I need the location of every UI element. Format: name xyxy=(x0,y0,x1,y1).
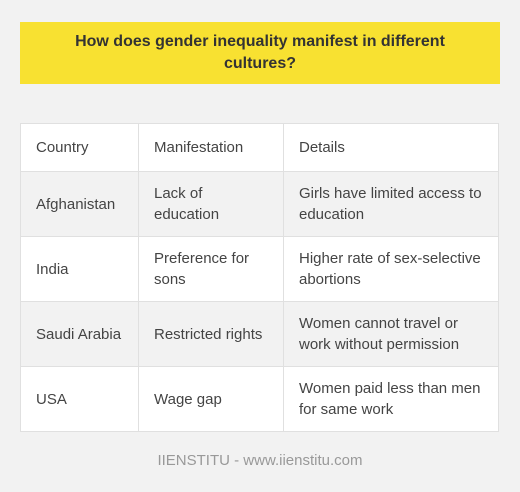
footer-credit: IIENSTITU - www.iienstitu.com xyxy=(157,452,363,469)
cell-details: Women paid less than men for same work xyxy=(283,367,498,431)
page-title: How does gender inequality manifest in d… xyxy=(75,33,445,72)
title-banner: How does gender inequality manifest in d… xyxy=(20,22,500,84)
table-row: Saudi Arabia Restricted rights Women can… xyxy=(21,301,498,366)
table-header-row: Country Manifestation Details xyxy=(21,124,498,171)
cell-manifestation: Restricted rights xyxy=(138,302,283,366)
cell-country: India xyxy=(36,260,69,278)
table-row: USA Wage gap Women paid less than men fo… xyxy=(21,366,498,431)
data-table: Country Manifestation Details Afghanista… xyxy=(20,123,499,432)
cell-details: Higher rate of sex-selective abortions xyxy=(283,237,498,301)
header-details: Details xyxy=(283,124,498,171)
cell-country: Saudi Arabia xyxy=(36,325,122,343)
cell-manifestation: Preference for sons xyxy=(138,237,283,301)
table-row: Afghanistan Lack of education Girls have… xyxy=(21,171,498,236)
table-row: India Preference for sons Higher rate of… xyxy=(21,236,498,301)
cell-country: Afghanistan xyxy=(36,195,116,213)
cell-details: Women cannot travel or work without perm… xyxy=(283,302,498,366)
header-manifestation: Manifestation xyxy=(138,124,283,171)
cell-manifestation: Wage gap xyxy=(138,367,283,431)
header-country: Country xyxy=(36,139,89,156)
cell-country: USA xyxy=(36,390,67,408)
cell-manifestation: Lack of education xyxy=(138,172,283,236)
cell-details: Girls have limited access to education xyxy=(283,172,498,236)
